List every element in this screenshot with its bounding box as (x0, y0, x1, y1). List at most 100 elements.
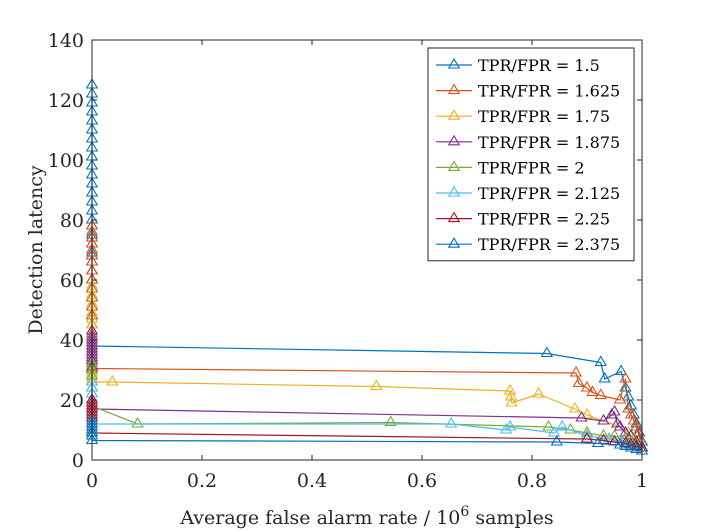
x-tick-label: 0.8 (517, 470, 547, 492)
data-point (627, 431, 640, 443)
legend-label: TPR/FPR = 1.5 (478, 56, 600, 75)
legend-label: TPR/FPR = 2.375 (478, 235, 620, 254)
data-point (384, 415, 397, 427)
data-point (613, 419, 627, 431)
data-point (503, 383, 517, 395)
data-point (619, 371, 632, 383)
legend-entry: TPR/FPR = 2 (436, 158, 585, 177)
data-point (556, 419, 569, 431)
legend-entry: TPR/FPR = 1.5 (436, 56, 600, 75)
data-point (503, 419, 517, 431)
legend-label: TPR/FPR = 2.125 (478, 184, 620, 203)
legend-label: TPR/FPR = 2 (478, 158, 585, 177)
x-tick-label: 0.6 (407, 470, 437, 492)
data-point (608, 404, 621, 416)
x-axis-title-exponent: 6 (460, 504, 469, 520)
legend-marker (447, 57, 461, 69)
legend-label: TPR/FPR = 1.625 (478, 82, 620, 101)
y-axis-title: Detection latency (25, 165, 47, 335)
y-tick-label: 120 (48, 90, 84, 112)
data-point (624, 407, 638, 419)
data-point (569, 365, 583, 377)
data-point (613, 392, 627, 404)
data-point (597, 428, 610, 440)
legend-marker (447, 83, 461, 95)
x-axis-title: Average false alarm rate / 106 samples (179, 504, 553, 529)
legend-marker (447, 109, 461, 120)
legend-marker (447, 134, 461, 146)
legend-box (427, 47, 635, 262)
data-point (611, 416, 624, 428)
data-point (594, 388, 607, 400)
legend-label: TPR/FPR = 1.875 (478, 133, 620, 152)
data-point (630, 442, 643, 454)
x-tick-label: 0 (86, 470, 98, 492)
x-axis: 0 0.2 0.4 0.6 0.8 1 (86, 40, 648, 492)
legend-label: TPR/FPR = 1.75 (478, 107, 610, 126)
x-tick-label: 0.2 (187, 470, 217, 492)
data-point (591, 436, 605, 448)
data-point (580, 431, 594, 443)
x-tick-label: 0.4 (297, 470, 327, 492)
legend-entry: TPR/FPR = 1.75 (436, 107, 610, 126)
data-point (131, 416, 144, 428)
data-point (622, 401, 635, 413)
y-tick-label: 20 (60, 390, 84, 412)
data-point (602, 431, 616, 443)
data-point (613, 437, 627, 449)
data-point (542, 419, 555, 431)
y-tick-label: 0 (72, 450, 84, 472)
y-tick-label: 40 (60, 330, 84, 352)
y-tick-label: 100 (48, 150, 84, 172)
y-tick-label: 60 (60, 270, 84, 292)
x-tick-label: 1 (636, 470, 648, 492)
legend-marker (447, 211, 461, 223)
data-point (624, 440, 638, 452)
data-point (619, 425, 632, 437)
data-point (619, 380, 632, 392)
data-point (614, 364, 628, 376)
y-tick-label: 80 (60, 210, 84, 232)
plot-border (91, 39, 643, 461)
data-point (550, 434, 563, 446)
data-point (605, 407, 618, 419)
data-point (532, 386, 545, 398)
data-point (598, 371, 611, 383)
legend-label: TPR/FPR = 2.25 (478, 210, 610, 229)
data-point (575, 410, 588, 422)
data-point (619, 439, 632, 451)
data-point (627, 413, 640, 425)
data-point (499, 422, 513, 434)
data-point (547, 425, 561, 437)
data-point (608, 428, 621, 440)
data-point (622, 389, 635, 401)
x-axis-title-suffix: samples (469, 507, 553, 529)
data-point (580, 380, 594, 392)
legend-marker (447, 237, 461, 248)
data-point (586, 385, 599, 397)
data-point (572, 376, 585, 388)
data-point (594, 355, 607, 367)
data-point (370, 379, 383, 391)
data-point (597, 413, 610, 425)
data-point (106, 374, 119, 386)
data-point (540, 346, 554, 358)
data-point (444, 416, 458, 428)
x-axis-title-text: Average false alarm rate / 10 (179, 507, 460, 529)
legend-entry: TPR/FPR = 2.125 (436, 184, 620, 203)
legend-entry: TPR/FPR = 1.625 (436, 82, 620, 101)
data-point (568, 401, 582, 413)
legend-entry: TPR/FPR = 2.25 (436, 210, 610, 229)
data-point (580, 407, 594, 419)
y-tick-label: 140 (48, 30, 84, 52)
data-point (505, 395, 518, 407)
legend: TPR/FPR = 1.5 TPR/FPR = 1.625 TPR/FPR = 1.… (427, 47, 635, 262)
data-point (504, 389, 518, 401)
data-point (619, 431, 632, 443)
y-axis: 0 20 40 60 80 100 120 140 (48, 30, 642, 472)
legend-entry: TPR/FPR = 1.875 (436, 133, 620, 152)
legend-marker (447, 185, 461, 197)
legend-marker (447, 160, 461, 171)
legend-entry: TPR/FPR = 2.375 (436, 235, 620, 254)
